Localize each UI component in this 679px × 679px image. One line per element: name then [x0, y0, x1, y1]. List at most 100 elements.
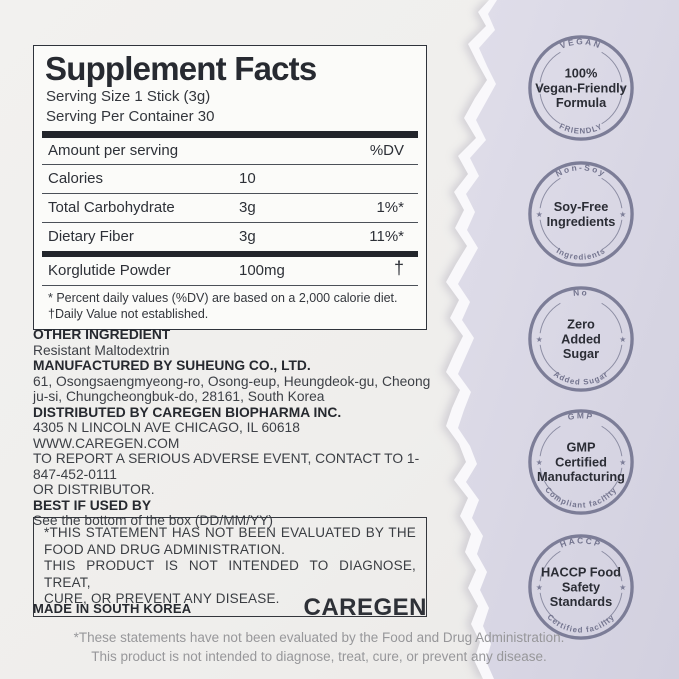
facts-row: Korglutide Powder 100mg †: [42, 251, 418, 285]
footnote-line: †Daily Value not established.: [48, 307, 209, 321]
facts-row: Total Carbohydrate 3g 1%*: [42, 193, 418, 222]
star-icon: ★: [619, 458, 626, 467]
badge-center-line: Ingredients: [547, 214, 616, 229]
nutrient-dv: †: [393, 258, 404, 278]
dv-header-label: %DV: [369, 142, 404, 159]
badge-arc-top: VEGAN: [558, 36, 603, 50]
badge-center-line: Formula: [556, 95, 607, 110]
manufacturer-info: OTHER INGREDIENT Resistant Maltodextrin MA…: [33, 327, 437, 529]
info-line: ju-si, Chungcheongbuk-do, 28161, South K…: [33, 389, 325, 404]
info-line: Resistant Maltodextrin: [33, 342, 170, 358]
badge-seal-icon: ★ ★ GMP Compliant facility GMP Certified M…: [528, 409, 634, 515]
badge-arc-top: No: [573, 287, 590, 298]
badge-arc-bottom: FRIENDLY: [558, 122, 604, 136]
badge-center-line: Standards: [550, 594, 612, 609]
star-icon: ★: [619, 84, 626, 93]
bottom-row: MADE IN SOUTH KOREA CAREGEN: [33, 594, 427, 622]
badge-arc-bottom: Ingredients: [555, 246, 607, 262]
supplement-facts-panel: Supplement Facts Serving Size 1 Stick (3…: [33, 45, 427, 330]
badge-seal-icon: ★ ★ HACCP Certified facility HACCP Food S…: [528, 534, 634, 640]
badge-center-line: Added: [561, 331, 601, 346]
badge-arc-top: HACCP: [558, 535, 603, 549]
statement-line: CURE, OR PREVENT ANY DISEASE.: [44, 591, 280, 606]
info-line: TO REPORT A SERIOUS ADVERSE EVENT, CONTA…: [33, 451, 420, 482]
badge-seal-icon: ★ ★ VEGAN FRIENDLY 100% Vegan-Friendly For…: [528, 35, 634, 141]
nutrient-name: Dietary Fiber: [48, 228, 134, 245]
badge-center-text: Soy-Free Ingredients: [547, 199, 616, 229]
torn-edge-fibers: [446, 0, 679, 679]
info-line: DISTRIBUTED BY CAREGEN BIOPHARMA INC.: [33, 404, 342, 420]
info-line: BEST IF USED BY: [33, 497, 152, 513]
footer-line: *These statements have not been evaluate…: [73, 630, 565, 645]
facts-header-row: Amount per serving %DV: [42, 138, 418, 164]
nutrient-amount: 10: [239, 170, 256, 187]
nutrient-dv: 11%*: [369, 228, 404, 245]
footnote-line: * Percent daily values (%DV) are based o…: [48, 291, 398, 305]
statement-line: FOOD AND DRUG ADMINISTRATION.: [44, 541, 286, 557]
facts-row: Calories 10: [42, 164, 418, 193]
nutrient-name: Korglutide Powder: [48, 262, 171, 279]
torn-edge-shadow: [441, 0, 674, 679]
badge-arc-bottom: Compliant facility: [543, 485, 618, 509]
badge-arc-top: GMP: [567, 410, 595, 422]
badge-seal-icon: ★ ★ No Added Sugar Zero Added Sugar: [528, 286, 634, 392]
badge-center-line: Certified: [555, 454, 607, 469]
badge-haccp: ★ ★ HACCP Certified facility HACCP Food S…: [525, 531, 637, 643]
star-icon: ★: [536, 84, 543, 93]
badge-center-text: HACCP Food Safety Standards: [541, 565, 621, 609]
statement-line: *THIS STATEMENT HAS NOT BEEN EVALUATED B…: [44, 525, 416, 540]
badge-arc-bottom: Added Sugar: [552, 369, 610, 386]
fda-statement-box: *THIS STATEMENT HAS NOT BEEN EVALUATED B…: [33, 517, 427, 617]
brand-logo: CAREGEN: [303, 594, 427, 621]
star-icon: ★: [536, 583, 543, 592]
lavender-paper: [458, 0, 679, 679]
badge-center-text: GMP Certified Manufacturing: [537, 440, 625, 484]
badge-vegan-friendly: ★ ★ VEGAN FRIENDLY 100% Vegan-Friendly For…: [525, 32, 637, 144]
badge-center-line: Manufacturing: [537, 469, 625, 484]
serving-size: Serving Size 1 Stick (3g): [46, 88, 211, 105]
badge-center-line: Sugar: [563, 346, 599, 361]
badge-seal-icon: ★ ★ Non-Soy Ingredients Soy-Free Ingredie…: [528, 161, 634, 267]
badge-zero-added-sugar: ★ ★ No Added Sugar Zero Added Sugar: [525, 283, 637, 395]
badge-center-line: HACCP Food: [541, 565, 621, 580]
servings-per-container: Serving Per Container 30: [46, 107, 215, 125]
star-icon: ★: [619, 210, 626, 219]
badge-center-line: 100%: [565, 66, 598, 81]
info-line: 61, Osongsaengmyeong-ro, Osong-eup, Heun…: [33, 373, 431, 389]
nutrient-name: Total Carbohydrate: [48, 199, 175, 216]
info-line: WWW.CAREGEN.COM: [33, 435, 180, 451]
badge-center-line: Soy-Free: [554, 199, 609, 214]
star-icon: ★: [536, 458, 543, 467]
nutrient-amount: 3g: [239, 228, 256, 245]
nutrient-amount: 3g: [239, 199, 256, 216]
info-line: 4305 N LINCOLN AVE CHICAGO, IL 60618: [33, 420, 300, 435]
badge-soy-free: ★ ★ Non-Soy Ingredients Soy-Free Ingredie…: [525, 158, 637, 270]
nutrient-name: Calories: [48, 170, 104, 187]
info-line: OTHER INGREDIENT: [33, 327, 171, 342]
nutrient-dv: 1%*: [376, 199, 404, 216]
badge-center-line: Zero: [567, 317, 595, 332]
badge-gmp-certified: ★ ★ GMP Compliant facility GMP Certified M…: [525, 406, 637, 518]
badge-center-line: Vegan-Friendly: [535, 80, 627, 95]
star-icon: ★: [619, 583, 626, 592]
info-line: See the bottom of the box (DD/MM/YY): [33, 513, 274, 528]
thick-divider: [42, 131, 418, 138]
nutrient-amount: 100mg: [239, 262, 285, 279]
badge-center-line: GMP: [566, 440, 596, 455]
star-icon: ★: [536, 210, 543, 219]
facts-rows: Calories 10 Total Carbohydrate 3g 1%* Dietary…: [34, 164, 426, 285]
badge-center-text: Zero Added Sugar: [561, 317, 601, 361]
facts-row: Dietary Fiber 3g 11%*: [42, 222, 418, 251]
info-line: OR DISTRIBUTOR.: [33, 482, 155, 497]
facts-title: Supplement Facts: [45, 50, 317, 87]
star-icon: ★: [536, 335, 543, 344]
footer-disclaimer: *These statements have not been evaluate…: [0, 628, 638, 666]
amount-per-serving-label: Amount per serving: [48, 142, 179, 159]
facts-footnote: * Percent daily values (%DV) are based o…: [42, 285, 418, 329]
footer-line: This product is not intended to diagnose…: [91, 649, 547, 664]
badge-arc-top: Non-Soy: [554, 162, 609, 179]
info-line: MANUFACTURED BY SUHEUNG CO., LTD.: [33, 358, 311, 373]
badge-center-text: 100% Vegan-Friendly Formula: [535, 66, 627, 110]
badge-center-line: Safety: [562, 579, 601, 594]
